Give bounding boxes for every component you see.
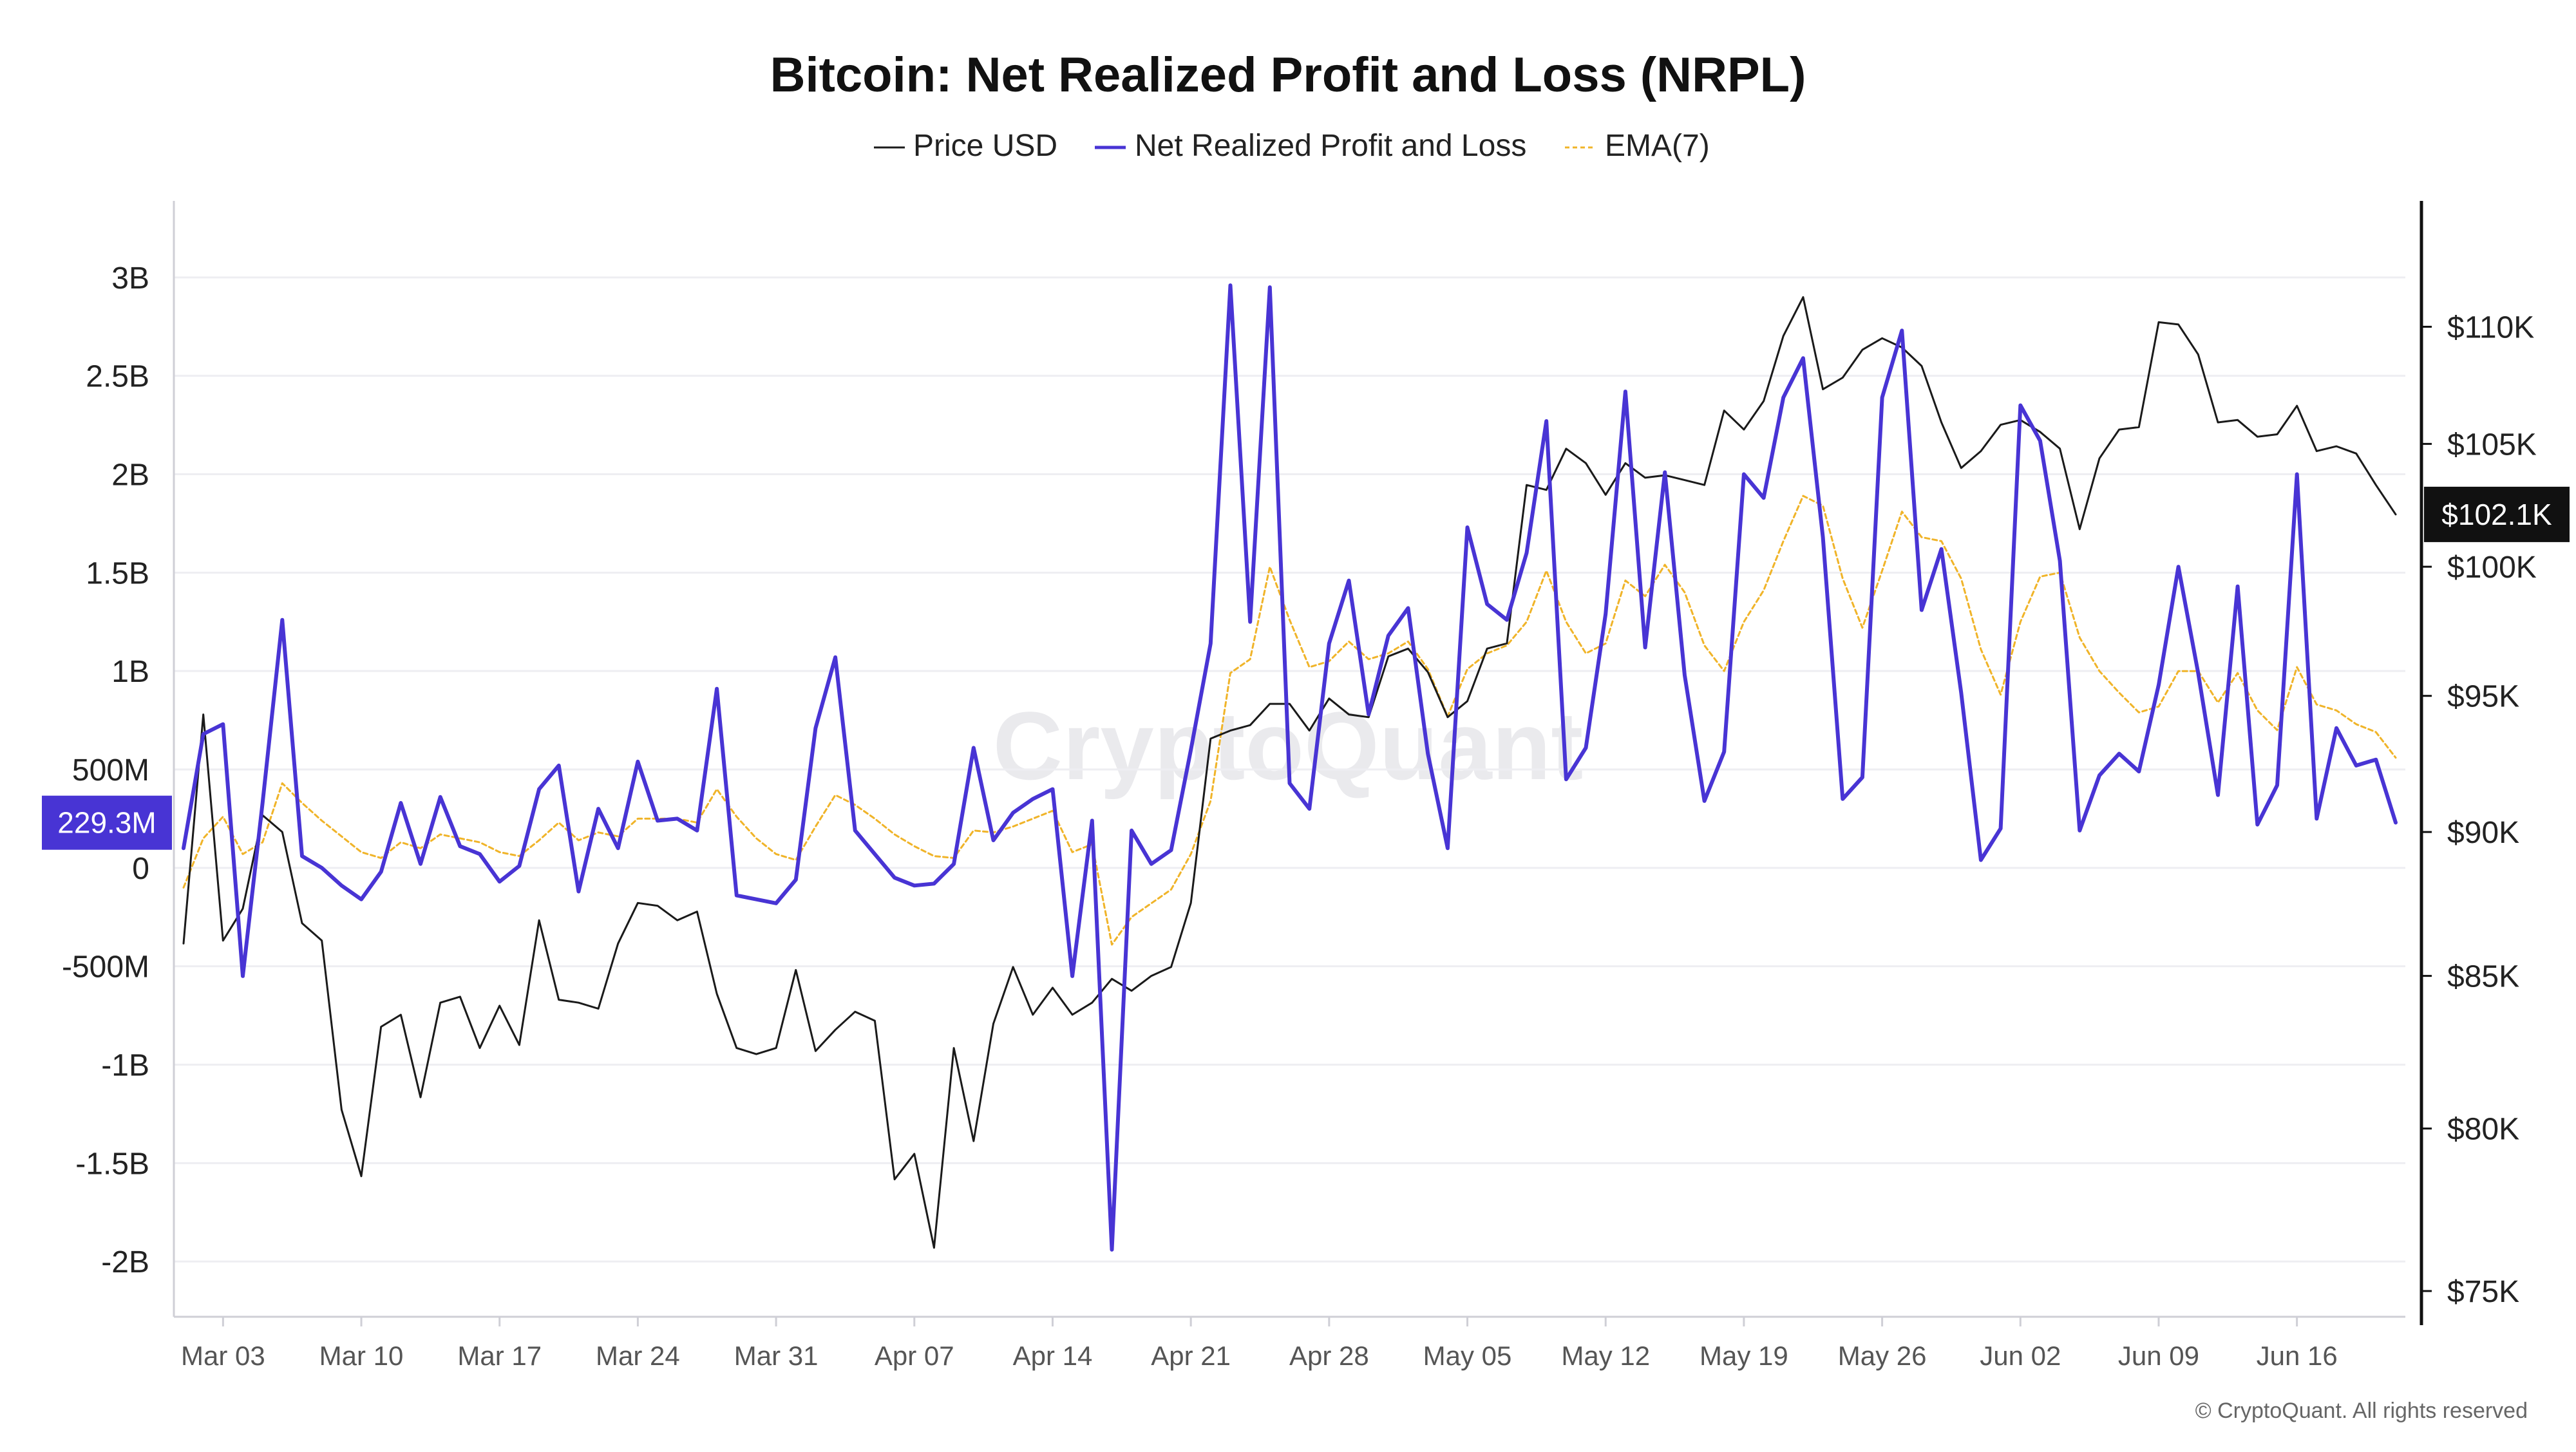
right-tick-label: $90K <box>2447 816 2519 850</box>
left-tick-label: 1.5B <box>86 556 149 590</box>
right-tick-label: $105K <box>2447 428 2537 462</box>
ema7-line <box>182 495 2397 946</box>
legend-item-ema[interactable]: EMA(7) <box>1565 129 1710 163</box>
nrpl-line <box>182 283 2398 1252</box>
x-tick-label: Apr 28 <box>1289 1341 1369 1371</box>
left-tick-label: 500M <box>72 753 149 787</box>
right-tick-label: $110K <box>2447 310 2534 344</box>
x-tick-label: May 05 <box>1423 1341 1512 1371</box>
right-tick-label: $100K <box>2447 551 2537 585</box>
left-axis-ticks: -2B -1.5B -1B -500M 0 500M 1B 1.5B 2B 2.5B 3B <box>62 261 149 1279</box>
x-tick-label: May 19 <box>1700 1341 1788 1371</box>
x-tick-label: Apr 07 <box>875 1341 954 1371</box>
right-tick-label: $95K <box>2447 680 2519 714</box>
x-tick-label: Jun 09 <box>2118 1341 2199 1371</box>
x-tick-label: Jun 16 <box>2257 1341 2338 1371</box>
price-usd-line <box>182 296 2397 1249</box>
x-tick-label: May 26 <box>1838 1341 1927 1371</box>
chart-title: Bitcoin: Net Realized Profit and Loss (N… <box>770 48 1806 102</box>
x-tick-label: May 12 <box>1561 1341 1650 1371</box>
right-tick-label: $75K <box>2447 1275 2519 1309</box>
left-tick-label: 2.5B <box>86 360 149 394</box>
left-tick-label: 0 <box>132 852 149 886</box>
x-axis-ticks: Mar 03 Mar 10 Mar 17 Mar 24 Mar 31 Apr 07 Apr … <box>181 1317 2338 1371</box>
right-axis-ticks: $75K $80K $85K $90K $95K $100K $105K $110K <box>2421 310 2537 1309</box>
legend: Price USD Net Realized Profit and Loss E… <box>874 129 1710 163</box>
x-tick-label: Mar 03 <box>181 1341 265 1371</box>
axes <box>173 201 2423 1325</box>
x-tick-label: Apr 14 <box>1013 1341 1093 1371</box>
right-current-value-marker: $102.1K <box>2424 486 2570 542</box>
legend-label-nrpl: Net Realized Profit and Loss <box>1135 129 1526 163</box>
left-tick-label: -2B <box>101 1245 149 1279</box>
left-current-value-label: 229.3M <box>57 806 156 840</box>
x-tick-label: Apr 21 <box>1151 1341 1231 1371</box>
right-tick-label: $80K <box>2447 1113 2519 1147</box>
left-tick-label: 3B <box>111 261 149 296</box>
series <box>182 283 2398 1252</box>
x-tick-label: Mar 24 <box>596 1341 680 1371</box>
copyright: © CryptoQuant. All rights reserved <box>2195 1399 2528 1423</box>
left-current-value-marker: 229.3M <box>42 795 172 850</box>
left-tick-label: -1.5B <box>75 1147 149 1181</box>
left-tick-label: 2B <box>111 458 149 493</box>
left-tick-label: -500M <box>62 950 149 985</box>
left-current-value-box <box>42 795 172 850</box>
right-tick-label: $85K <box>2447 960 2519 994</box>
x-tick-label: Jun 02 <box>1980 1341 2061 1371</box>
legend-label-ema: EMA(7) <box>1605 129 1710 163</box>
x-tick-label: Mar 31 <box>734 1341 819 1371</box>
right-current-value-box <box>2424 486 2570 542</box>
left-tick-label: 1B <box>111 655 149 689</box>
legend-label-price: Price USD <box>913 129 1057 163</box>
x-tick-label: Mar 10 <box>319 1341 404 1371</box>
x-tick-label: Mar 17 <box>457 1341 542 1371</box>
left-tick-label: -1B <box>101 1048 149 1082</box>
legend-item-price[interactable]: Price USD <box>874 129 1057 163</box>
legend-item-nrpl[interactable]: Net Realized Profit and Loss <box>1095 129 1526 163</box>
right-current-value-label: $102.1K <box>2441 498 2552 531</box>
